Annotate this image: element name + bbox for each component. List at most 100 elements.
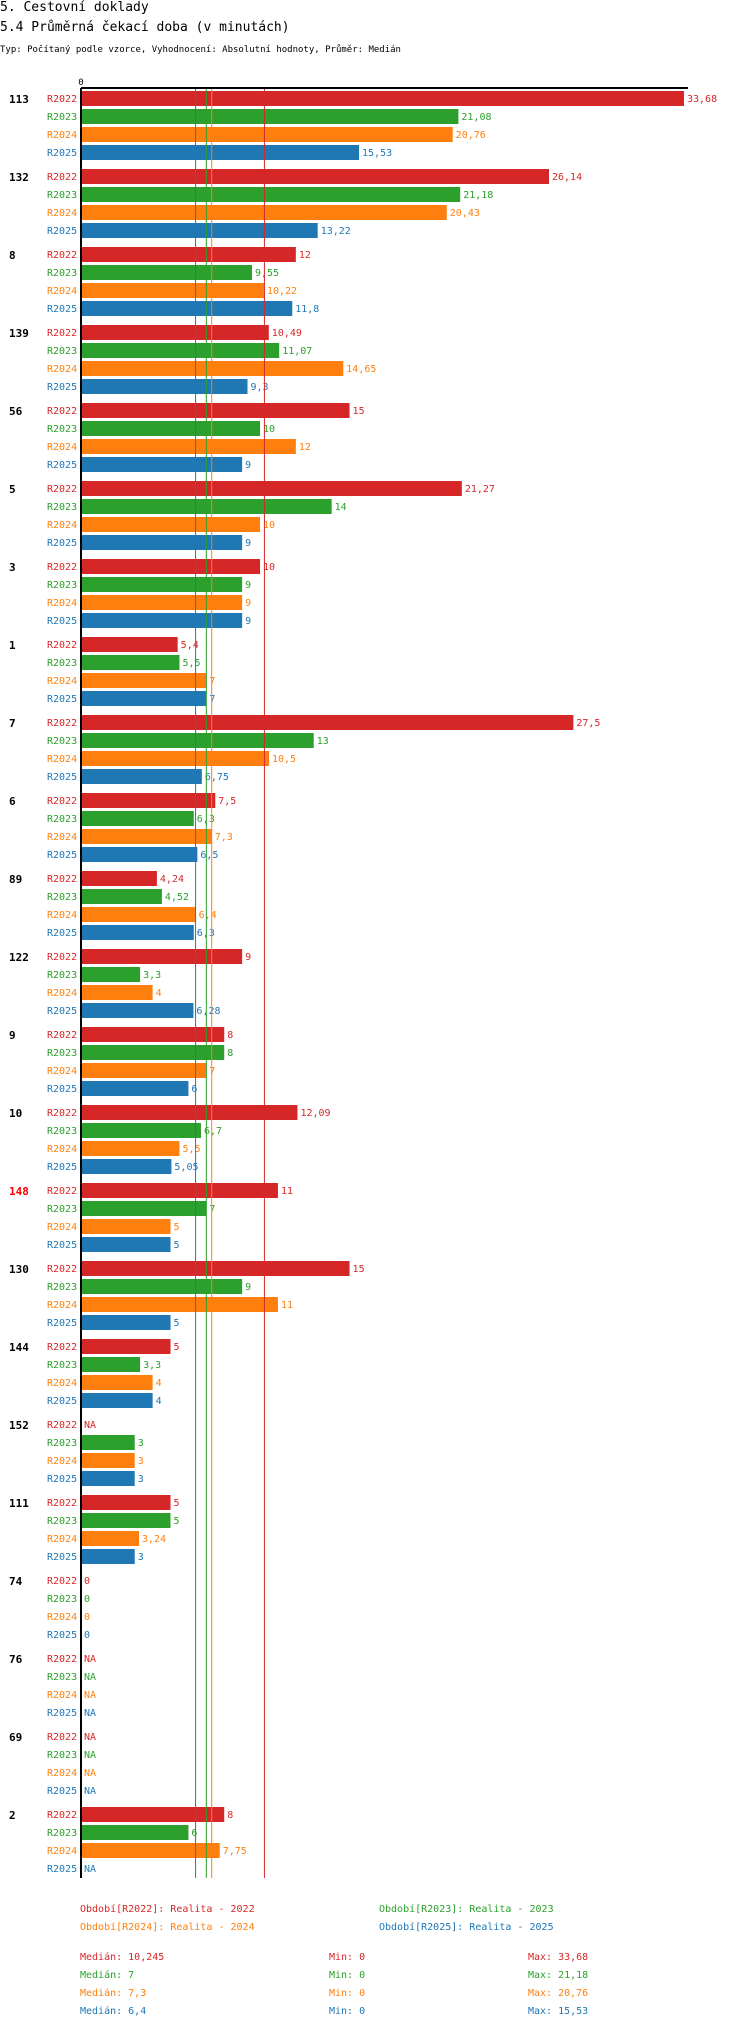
bar-r2023 xyxy=(81,1513,171,1528)
data-label-r2025: 4 xyxy=(156,1396,162,1407)
category-label: 152 xyxy=(9,1419,29,1432)
data-label-r2024: 20,76 xyxy=(456,130,486,141)
bar-r2022 xyxy=(81,1495,171,1510)
data-label-r2022: 5,4 xyxy=(181,640,199,651)
data-label-r2025: 3 xyxy=(138,1552,144,1563)
series-label-r2023: R2023 xyxy=(47,736,77,747)
bar-r2025 xyxy=(81,457,243,472)
series-label-r2022: R2022 xyxy=(47,406,77,417)
data-label-r2022: 0 xyxy=(84,1576,90,1587)
data-label-r2024: 4 xyxy=(156,988,162,999)
bar-r2024 xyxy=(81,985,153,1000)
data-label-r2025: 9 xyxy=(245,538,251,549)
data-label-r2025: NA xyxy=(84,1864,96,1875)
data-label-r2022: 15 xyxy=(353,406,365,417)
series-label-r2023: R2023 xyxy=(47,1750,77,1761)
data-label-r2022: 7,5 xyxy=(218,796,236,807)
series-label-r2024: R2024 xyxy=(47,1066,77,1077)
bar-r2023 xyxy=(81,889,162,904)
data-label-r2023: 13 xyxy=(317,736,329,747)
data-label-r2023: 0 xyxy=(84,1594,90,1605)
bar-r2024 xyxy=(81,751,269,766)
bar-r2022 xyxy=(81,1183,278,1198)
data-label-r2023: 3 xyxy=(138,1438,144,1449)
series-label-r2022: R2022 xyxy=(47,250,77,261)
series-label-r2022: R2022 xyxy=(47,1810,77,1821)
series-label-r2025: R2025 xyxy=(47,538,77,549)
series-label-r2025: R2025 xyxy=(47,1474,77,1485)
bar-r2023 xyxy=(81,1357,141,1372)
bar-r2022 xyxy=(81,637,178,652)
data-label-r2025: 6,3 xyxy=(197,928,215,939)
bar-r2022 xyxy=(81,403,350,418)
series-label-r2023: R2023 xyxy=(47,970,77,981)
bar-r2022 xyxy=(81,481,462,496)
bar-r2022 xyxy=(81,715,574,730)
category-label: 6 xyxy=(9,795,16,808)
series-label-r2022: R2022 xyxy=(47,952,77,963)
series-label-r2024: R2024 xyxy=(47,910,77,921)
series-label-r2024: R2024 xyxy=(47,1534,77,1545)
series-label-r2025: R2025 xyxy=(47,304,77,315)
series-label-r2022: R2022 xyxy=(47,640,77,651)
bar-r2025 xyxy=(81,1471,135,1486)
series-label-r2022: R2022 xyxy=(47,1420,77,1431)
bar-r2023 xyxy=(81,187,461,202)
bar-r2024 xyxy=(81,127,453,142)
category-label: 89 xyxy=(9,873,22,886)
bar-r2025 xyxy=(81,223,318,238)
bar-r2025 xyxy=(81,145,360,160)
category-label: 76 xyxy=(9,1653,23,1666)
data-label-r2023: 8 xyxy=(227,1048,233,1059)
series-label-r2025: R2025 xyxy=(47,1084,77,1095)
data-label-r2022: 5 xyxy=(174,1498,180,1509)
series-label-r2025: R2025 xyxy=(47,616,77,627)
bar-r2023 xyxy=(81,967,141,982)
category-label: 144 xyxy=(9,1341,29,1354)
bar-r2024 xyxy=(81,1375,153,1390)
data-label-r2022: 33,68 xyxy=(687,94,717,105)
bar-r2023 xyxy=(81,655,180,670)
series-label-r2022: R2022 xyxy=(47,718,77,729)
page-title: 5. Cestovní doklady xyxy=(0,0,149,15)
series-label-r2023: R2023 xyxy=(47,1594,77,1605)
data-label-r2024: 14,65 xyxy=(346,364,376,375)
series-label-r2022: R2022 xyxy=(47,1030,77,1041)
bar-r2025 xyxy=(81,925,194,940)
series-label-r2024: R2024 xyxy=(47,1690,77,1701)
data-label-r2022: 12,09 xyxy=(300,1108,330,1119)
chart-type-description: Typ: Počítaný podle vzorce, Vyhodnocení:… xyxy=(0,45,401,55)
bar-r2024 xyxy=(81,439,296,454)
category-label: 1 xyxy=(9,639,16,652)
data-label-r2024: 3,24 xyxy=(142,1534,166,1545)
bar-r2025 xyxy=(81,1549,135,1564)
bar-r2023 xyxy=(81,421,261,436)
series-label-r2023: R2023 xyxy=(47,814,77,825)
bar-r2025 xyxy=(81,1159,172,1174)
bar-r2023 xyxy=(81,733,314,748)
series-label-r2025: R2025 xyxy=(47,460,77,471)
data-label-r2025: 0 xyxy=(84,1630,90,1641)
category-label: 69 xyxy=(9,1731,22,1744)
data-label-r2024: 4 xyxy=(156,1378,162,1389)
category-label: 122 xyxy=(9,951,29,964)
data-label-r2025: 3 xyxy=(138,1474,144,1485)
series-label-r2022: R2022 xyxy=(47,1732,77,1743)
series-label-r2024: R2024 xyxy=(47,208,77,219)
series-label-r2024: R2024 xyxy=(47,1768,77,1779)
bar-r2022 xyxy=(81,1261,350,1276)
data-label-r2024: 3 xyxy=(138,1456,144,1467)
bar-r2022 xyxy=(81,247,296,262)
data-label-r2025: 5,05 xyxy=(174,1162,198,1173)
series-label-r2024: R2024 xyxy=(47,442,77,453)
bar-r2024 xyxy=(81,829,212,844)
series-label-r2022: R2022 xyxy=(47,562,77,573)
chart-title: 5.4 Průměrná čekací doba (v minutách) xyxy=(0,20,290,35)
series-label-r2023: R2023 xyxy=(47,1516,77,1527)
data-label-r2024: 10,22 xyxy=(267,286,297,297)
bar-r2022 xyxy=(81,1807,225,1822)
category-label: 139 xyxy=(9,327,29,340)
data-label-r2023: 14 xyxy=(335,502,347,513)
series-label-r2025: R2025 xyxy=(47,1396,77,1407)
data-label-r2023: 7 xyxy=(209,1204,215,1215)
